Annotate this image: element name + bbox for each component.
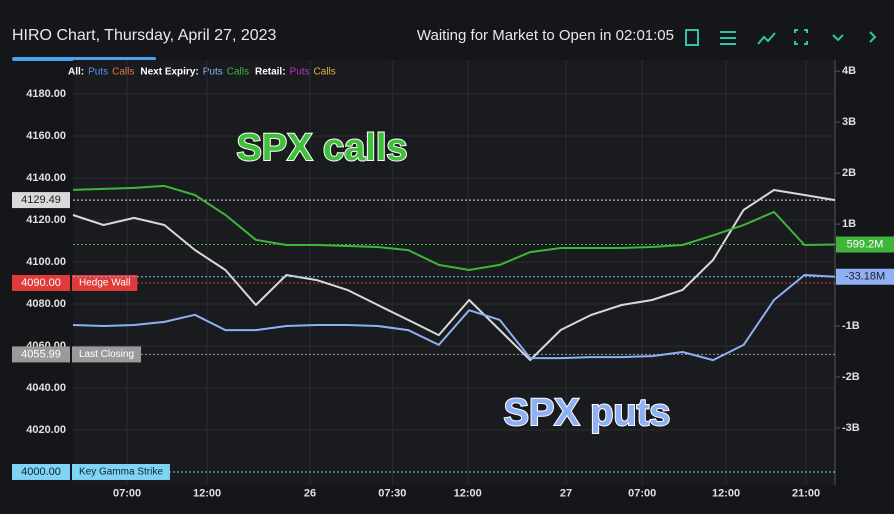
x-tick-label: 12:00	[454, 487, 482, 499]
y-tick-label: 4100.00	[26, 256, 66, 268]
legend-calls: Calls	[314, 67, 336, 78]
series-line	[72, 189, 836, 362]
y2-tick-label: -2B	[842, 371, 860, 383]
table-icon[interactable]	[685, 29, 699, 46]
y-tick-label: 4160.00	[26, 130, 66, 142]
y2-tick-label: -3B	[842, 422, 860, 434]
y2-tick-label: 3B	[842, 116, 856, 128]
x-tick-label: 12:00	[193, 487, 221, 499]
level-value-box	[12, 274, 70, 291]
series-line	[72, 274, 836, 362]
y-tick-label: 4180.00	[26, 88, 66, 100]
plot-area	[73, 60, 835, 485]
y2-tick-label: 2B	[842, 167, 856, 179]
level-name-box	[72, 346, 142, 363]
legend: All: Puts Calls Next Expiry: Puts Calls Retail…	[68, 67, 336, 78]
y-tick-label: 4120.00	[26, 214, 66, 226]
annotation: SPX puts	[504, 392, 671, 434]
legend-group: Next Expiry:	[140, 67, 198, 78]
fullscreen-icon[interactable]	[794, 29, 808, 45]
x-tick-label: 21:00	[792, 487, 820, 499]
legend-group: All:	[68, 67, 84, 78]
last-value-label: -33.18M	[845, 271, 885, 283]
annotation: SPX calls	[236, 127, 407, 169]
last-value-label: 4129.49	[21, 194, 61, 206]
x-tick-label: 07:00	[113, 487, 141, 499]
legend-calls: Calls	[112, 67, 134, 78]
x-tick-label: 27	[560, 487, 572, 499]
level-name: Key Gamma Strike	[79, 467, 163, 478]
y-tick-label: 4040.00	[26, 382, 66, 394]
x-tick-label: 07:00	[628, 487, 656, 499]
chart-icon[interactable]	[757, 32, 776, 45]
legend-calls: Calls	[227, 67, 249, 78]
legend-puts: Puts	[203, 67, 223, 78]
last-value-box	[836, 236, 894, 253]
next-icon[interactable]	[869, 31, 877, 43]
y-tick-label: 4140.00	[26, 172, 66, 184]
x-tick-label: 26	[304, 487, 316, 499]
last-value-label: 599.2M	[847, 238, 884, 250]
y-tick-label: 4020.00	[26, 424, 66, 436]
y2-tick-label: 4B	[842, 65, 856, 77]
x-tick-label: 12:00	[712, 487, 740, 499]
legend-puts: Puts	[290, 67, 310, 78]
series-line	[72, 184, 836, 271]
level-name-box	[72, 274, 138, 291]
y-tick-label: 4080.00	[26, 298, 66, 310]
level-name-box	[72, 463, 170, 480]
last-value-box	[12, 192, 70, 209]
title: HIRO Chart, Thursday, April 27, 2023	[12, 27, 277, 44]
level-value-box	[12, 346, 70, 363]
market-status: Waiting for Market to Open in 02:01:05	[417, 27, 674, 44]
level-value-box	[12, 463, 70, 480]
level-value: 4090.00	[21, 277, 61, 289]
settings-icon[interactable]	[720, 31, 736, 45]
level-value: 4000.00	[21, 466, 61, 478]
level-value: 4055.99	[21, 348, 61, 360]
collapse-icon[interactable]	[832, 34, 844, 42]
last-value-box	[836, 268, 894, 285]
y2-tick-label: 1B	[842, 218, 856, 230]
x-tick-label: 07:30	[378, 487, 406, 499]
legend-puts: Puts	[88, 67, 108, 78]
legend-group: Retail:	[255, 67, 286, 78]
toolbar	[685, 29, 877, 46]
level-name: Last Closing	[79, 349, 134, 360]
y2-tick-label: -1B	[842, 320, 860, 332]
level-name: Hedge Wall	[79, 278, 130, 289]
